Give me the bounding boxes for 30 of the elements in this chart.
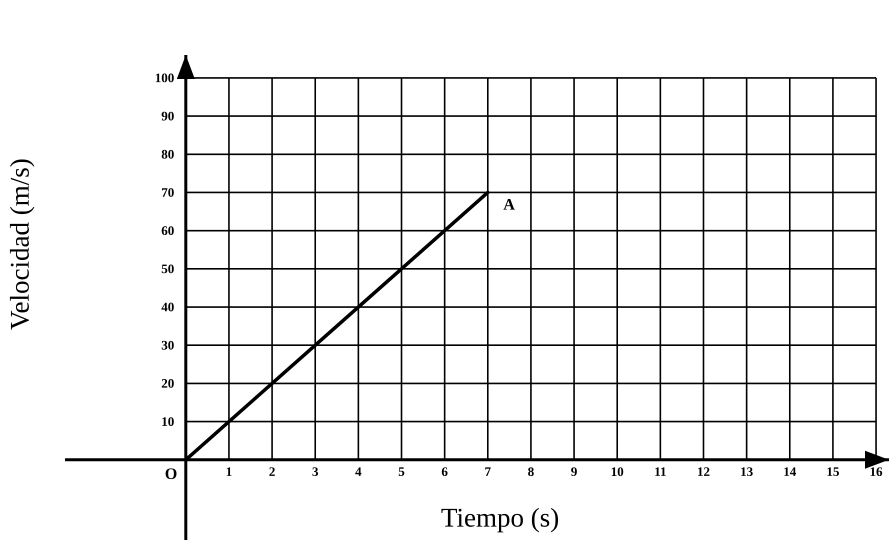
x-tick-label: 9: [571, 467, 577, 476]
y-tick-label: 100: [156, 74, 174, 82]
y-tick-label: 60: [162, 226, 174, 236]
x-tick-label: 8: [528, 467, 534, 476]
x-tick-label: 14: [784, 467, 796, 476]
y-tick-label: 90: [162, 112, 174, 120]
y-tick-label: 30: [162, 340, 174, 350]
y-tick-label: 50: [162, 264, 174, 274]
x-tick-label: 5: [398, 467, 404, 476]
y-axis-title: Velocidad (m/s): [10, 159, 34, 330]
x-tick-label: 3: [312, 467, 318, 476]
y-tick-label: 20: [162, 379, 174, 388]
annotation: A: [503, 199, 515, 210]
x-tick-label: 16: [870, 467, 882, 476]
x-tick-label: 1: [226, 467, 232, 476]
x-tick-label: 15: [827, 467, 839, 476]
y-tick-label: 10: [162, 417, 174, 426]
x-tick-label: 12: [698, 467, 710, 476]
x-tick-label: 11: [655, 467, 666, 476]
y-tick-label: 40: [161, 302, 174, 312]
x-tick-label: 2: [269, 467, 275, 476]
y-tick-label: 80: [162, 150, 174, 159]
x-tick-label: 4: [355, 467, 362, 476]
x-tick-label: 10: [612, 467, 624, 476]
x-tick-label: 6: [442, 467, 448, 476]
x-tick-label: 13: [741, 467, 753, 476]
annotation: O: [166, 468, 176, 480]
x-axis-title: Tiempo (s): [441, 508, 558, 532]
y-tick-label: 70: [162, 188, 174, 197]
x-tick-label: 7: [485, 467, 491, 476]
